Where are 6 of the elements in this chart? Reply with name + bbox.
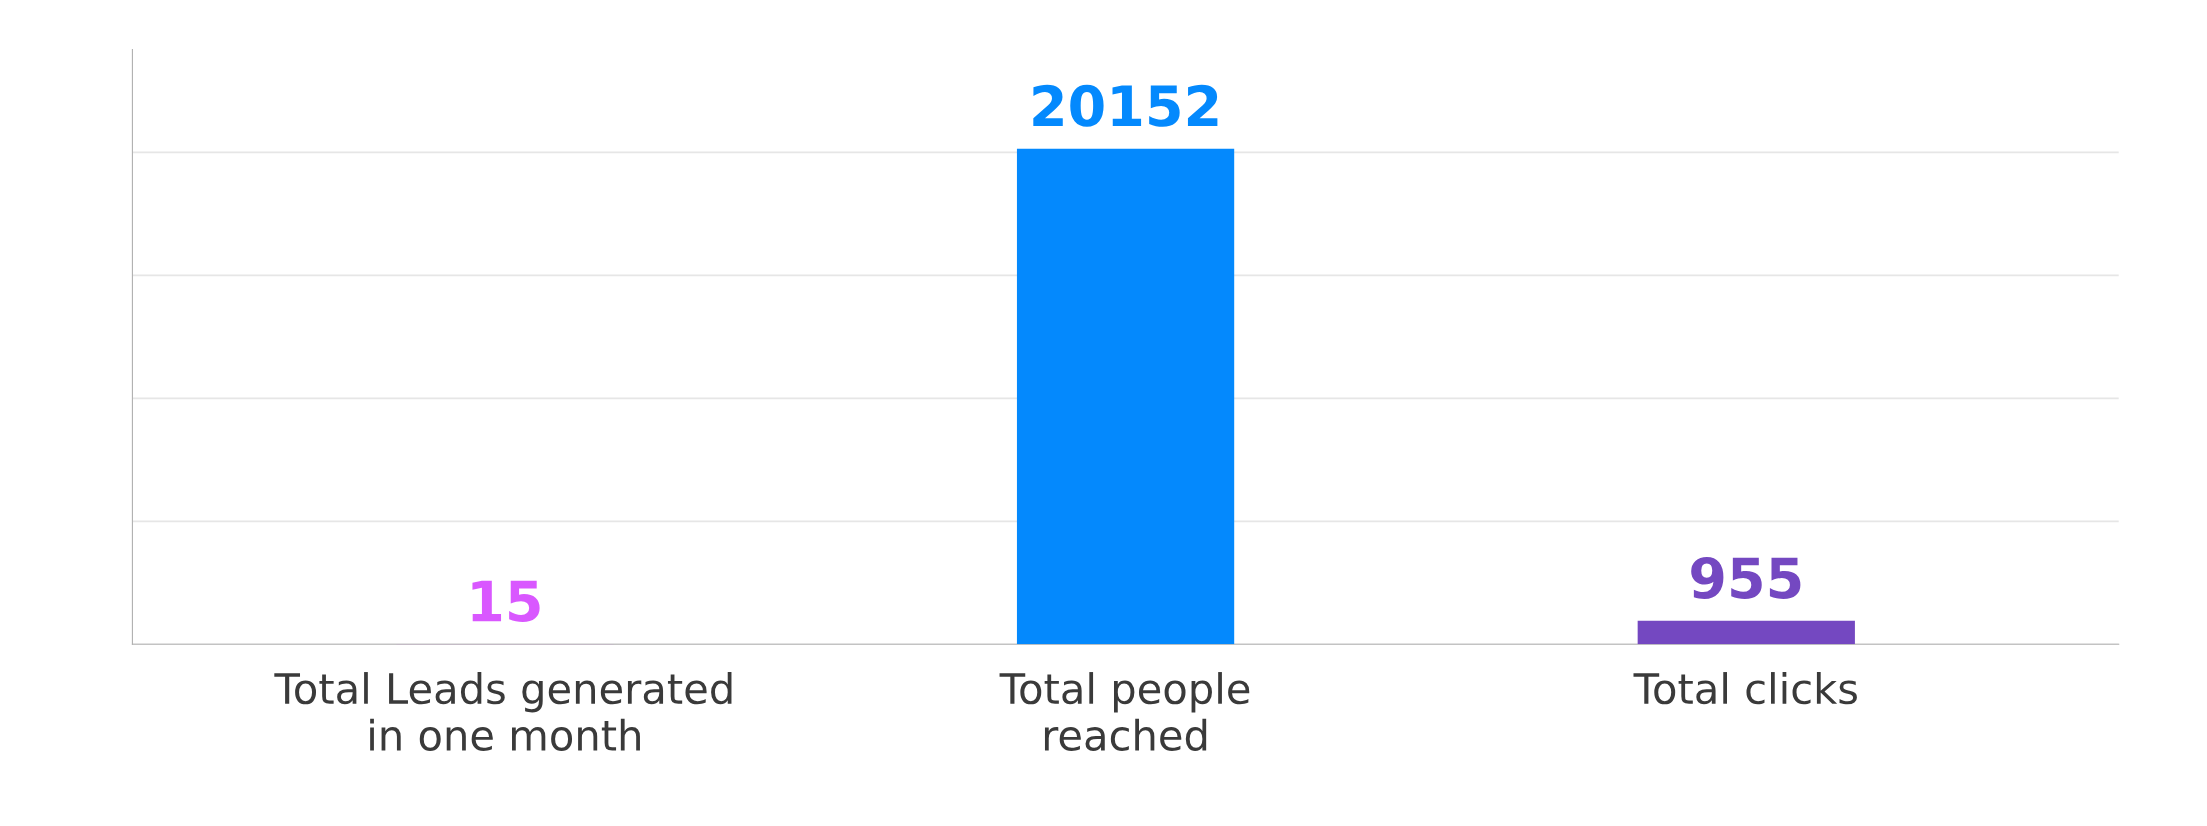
x-tick-label: Total clicks xyxy=(1633,672,1857,705)
data-label: 15 xyxy=(472,580,540,623)
data-label: 955 xyxy=(1691,556,1801,599)
x-tick-label: Total people reached xyxy=(999,672,1250,751)
x-tick-label: Total Leads generated in one month xyxy=(274,672,732,751)
data-label: 20152 xyxy=(1033,84,1218,127)
